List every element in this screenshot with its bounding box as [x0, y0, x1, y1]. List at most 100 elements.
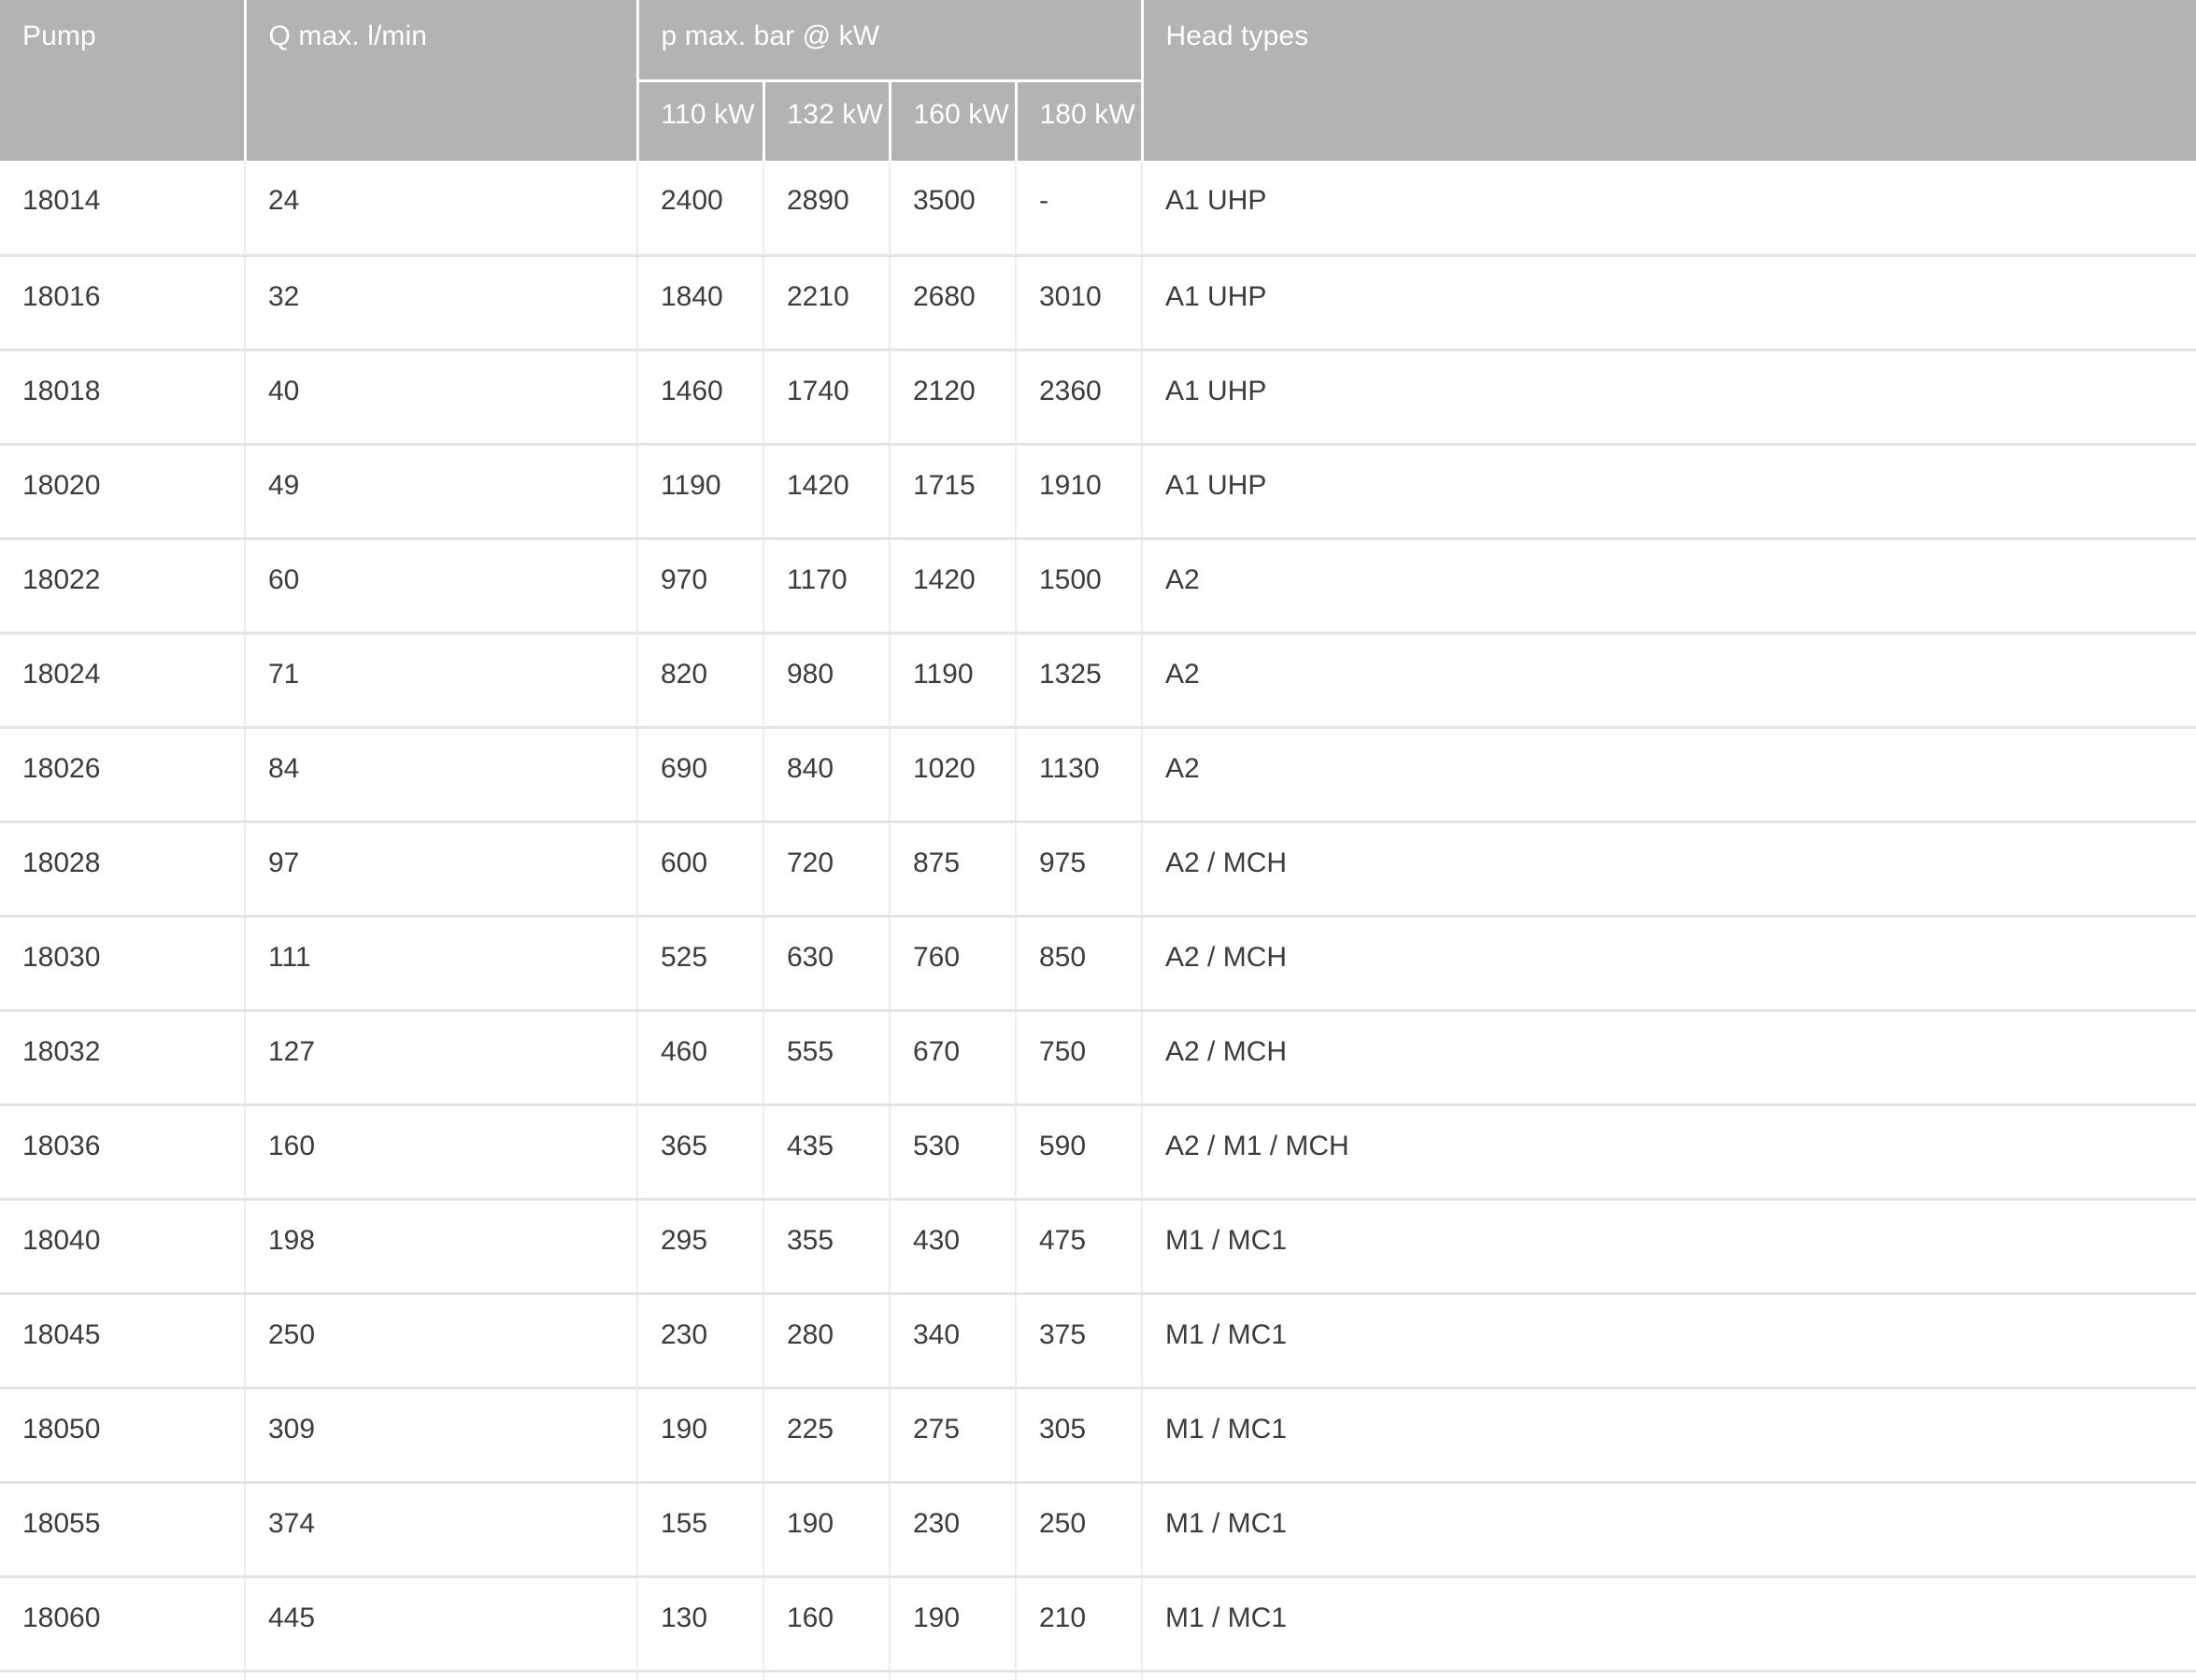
- cell-110kw: 820: [637, 633, 764, 729]
- cell-qmax: 40: [245, 349, 638, 446]
- cell-110kw: 460: [637, 1010, 764, 1106]
- cell-160kw: 1420: [890, 538, 1017, 634]
- column-header-132kw: 132 kW: [763, 80, 891, 161]
- cell-110kw: 525: [637, 916, 764, 1012]
- cell-head-type: A1 UHP: [1142, 444, 2196, 540]
- cell-110kw: 1840: [637, 255, 764, 351]
- table-header: Pump Q max. l/min p max. bar @ kW Head t…: [0, 0, 2196, 161]
- cell-110kw: 295: [637, 1199, 764, 1295]
- cell-qmax: 309: [245, 1388, 638, 1484]
- cell-pump: 18028: [0, 821, 246, 918]
- cell-160kw: 190: [890, 1576, 1017, 1673]
- table-row: 18045 250 230 280 340 375 M1 / MC1: [0, 1293, 2196, 1389]
- cell-180kw: 2360: [1016, 349, 1143, 446]
- cell-110kw: 690: [637, 727, 764, 823]
- table-row: 18022 60 970 1170 1420 1500 A2: [0, 538, 2196, 634]
- cell-qmax: 250: [245, 1293, 638, 1389]
- cell-head-type: A2 / MCH: [1142, 821, 2196, 918]
- cell-180kw: 1910: [1016, 444, 1143, 540]
- header-row-sub: 110 kW 132 kW 160 kW 180 kW: [0, 80, 2196, 161]
- cell-head-type: A2 / MCH: [1142, 1010, 2196, 1106]
- cell-pump: 18016: [0, 255, 246, 351]
- table-row: 18032 127 460 555 670 750 A2 / MCH: [0, 1010, 2196, 1106]
- cell-pump: 18036: [0, 1104, 246, 1201]
- cell-head-type: MC1: [1142, 1671, 2196, 1680]
- cell-180kw: 375: [1016, 1293, 1143, 1389]
- cell-180kw: -: [1016, 161, 1143, 257]
- cell-132kw: 435: [763, 1104, 891, 1201]
- cell-head-type: A1 UHP: [1142, 161, 2196, 257]
- cell-132kw: 280: [763, 1293, 891, 1389]
- cell-qmax: 374: [245, 1482, 638, 1578]
- cell-pump: 18026: [0, 727, 246, 823]
- cell-110kw: 230: [637, 1293, 764, 1389]
- cell-160kw: 875: [890, 821, 1017, 918]
- cell-qmax: 160: [245, 1104, 638, 1201]
- cell-160kw: 2680: [890, 255, 1017, 351]
- cell-pump: 18014: [0, 161, 246, 257]
- table-row: 18026 84 690 840 1020 1130 A2: [0, 727, 2196, 823]
- cell-160kw: 230: [890, 1482, 1017, 1578]
- cell-head-type: M1 / MC1: [1142, 1293, 2196, 1389]
- cell-110kw: 1460: [637, 349, 764, 446]
- cell-160kw: 1190: [890, 633, 1017, 729]
- cell-180kw: 210: [1016, 1576, 1143, 1673]
- cell-head-type: A2: [1142, 727, 2196, 823]
- cell-160kw: 1020: [890, 727, 1017, 823]
- table-row: 18036 160 365 435 530 590 A2 / M1 / MCH: [0, 1104, 2196, 1201]
- cell-pump: 18055: [0, 1482, 246, 1578]
- cell-132kw: 1170: [763, 538, 891, 634]
- cell-132kw: 2890: [763, 161, 891, 257]
- cell-head-type: A2: [1142, 633, 2196, 729]
- cell-110kw: 190: [637, 1388, 764, 1484]
- cell-pump: 18024: [0, 633, 246, 729]
- cell-qmax: 60: [245, 538, 638, 634]
- cell-180kw: 3010: [1016, 255, 1143, 351]
- cell-head-type: M1 / MC1: [1142, 1576, 2196, 1673]
- cell-qmax: 84: [245, 727, 638, 823]
- cell-132kw: 190: [763, 1482, 891, 1578]
- cell-132kw: 355: [763, 1199, 891, 1295]
- cell-160kw: 275: [890, 1388, 1017, 1484]
- cell-qmax: 111: [245, 916, 638, 1012]
- cell-qmax: 198: [245, 1199, 638, 1295]
- cell-110kw: 2400: [637, 161, 764, 257]
- table-row: 18050 309 190 225 275 305 M1 / MC1: [0, 1388, 2196, 1484]
- cell-qmax: 49: [245, 444, 638, 540]
- cell-110kw: 130: [637, 1576, 764, 1673]
- cell-160kw: 530: [890, 1104, 1017, 1201]
- cell-qmax: 24: [245, 161, 638, 257]
- cell-head-type: A2 / MCH: [1142, 916, 2196, 1012]
- table-row: 18060 445 130 160 190 210 M1 / MC1: [0, 1576, 2196, 1673]
- cell-180kw: 1500: [1016, 538, 1143, 634]
- cell-180kw: 180: [1016, 1671, 1143, 1680]
- cell-132kw: 1420: [763, 444, 891, 540]
- table-row: 18055 374 155 190 230 250 M1 / MC1: [0, 1482, 2196, 1578]
- cell-qmax: 522: [245, 1671, 638, 1680]
- cell-180kw: 1130: [1016, 727, 1143, 823]
- cell-132kw: 2210: [763, 255, 891, 351]
- table-row: 18018 40 1460 1740 2120 2360 A1 UHP: [0, 349, 2196, 446]
- cell-110kw: 600: [637, 821, 764, 918]
- cell-110kw: 365: [637, 1104, 764, 1201]
- cell-132kw: 980: [763, 633, 891, 729]
- table-body: 18014 24 2400 2890 3500- A1 UHP 18016 32 1840 221…: [0, 161, 2196, 1680]
- cell-qmax: 71: [245, 633, 638, 729]
- cell-180kw: 850: [1016, 916, 1143, 1012]
- column-header-110kw: 110 kW: [637, 80, 765, 161]
- column-header-pump: Pump: [0, 0, 247, 161]
- cell-180kw: 750: [1016, 1010, 1143, 1106]
- table-row: 18065522110135160180MC1: [0, 1671, 2196, 1680]
- cell-110kw: 970: [637, 538, 764, 634]
- cell-pump: 18018: [0, 349, 246, 446]
- table-row: 18014 24 2400 2890 3500- A1 UHP: [0, 161, 2196, 257]
- cell-pump: 18045: [0, 1293, 246, 1389]
- cell-160kw: 430: [890, 1199, 1017, 1295]
- cell-180kw: 590: [1016, 1104, 1143, 1201]
- table-row: 18024 71 820 980 1190 1325 A2: [0, 633, 2196, 729]
- cell-132kw: 160: [763, 1576, 891, 1673]
- cell-pump: 18040: [0, 1199, 246, 1295]
- table-row: 18020 49 1190 1420 1715 1910 A1 UHP: [0, 444, 2196, 540]
